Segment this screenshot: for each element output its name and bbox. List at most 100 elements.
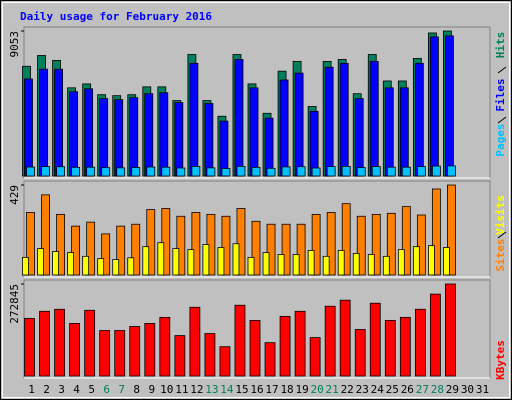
bar: [22, 256, 29, 276]
bar: [443, 247, 450, 276]
bar: [219, 346, 231, 377]
bar: [369, 302, 381, 377]
chart-title: Daily usage for February 2016: [20, 10, 212, 23]
bar: [54, 308, 65, 377]
legend-entry: KBytes: [494, 340, 507, 380]
x-tick-label: 29: [446, 383, 459, 396]
bar: [401, 166, 411, 177]
bar: [341, 203, 351, 276]
bar: [116, 225, 126, 276]
bar: [174, 102, 184, 177]
bar: [144, 93, 154, 177]
bar: [354, 329, 366, 377]
bar: [99, 98, 109, 177]
bar: [294, 72, 304, 177]
bar: [56, 166, 65, 177]
bar: [236, 208, 246, 276]
bar: [266, 167, 276, 177]
bar: [176, 215, 186, 276]
x-tick-label: 5: [88, 383, 95, 396]
bar: [386, 212, 396, 276]
bar: [157, 242, 165, 276]
bar: [144, 323, 156, 377]
bar: [399, 316, 411, 377]
bar: [445, 283, 456, 377]
bar: [354, 98, 364, 177]
bar: [367, 254, 375, 276]
bar: [399, 87, 409, 177]
bar: [189, 62, 199, 177]
bar: [24, 317, 35, 377]
bar: [131, 223, 141, 276]
bar: [309, 110, 319, 177]
legend-separator: [497, 231, 507, 239]
bar: [174, 335, 186, 377]
bar: [352, 252, 360, 276]
bar: [369, 60, 379, 177]
x-tick-label: 16: [250, 383, 263, 396]
bar: [71, 166, 81, 177]
bar: [294, 310, 306, 377]
bar: [262, 252, 270, 276]
x-tick-label: 23: [356, 383, 369, 396]
bar: [384, 319, 396, 377]
bar: [86, 166, 96, 177]
bar: [429, 36, 439, 177]
bar: [311, 213, 321, 276]
x-tick-label: 18: [280, 383, 293, 396]
bar: [101, 233, 111, 276]
bar: [234, 304, 246, 377]
bar: [445, 35, 454, 177]
bar: [26, 166, 35, 177]
x-tick-label: 3: [58, 383, 65, 396]
bar: [307, 250, 315, 276]
bar: [431, 188, 441, 276]
bar: [447, 184, 456, 276]
bar: [39, 310, 50, 377]
bar: [431, 165, 441, 177]
bar: [412, 246, 420, 276]
bar: [264, 342, 276, 377]
bar: [86, 221, 96, 276]
bar: [146, 166, 156, 177]
bar: [232, 243, 240, 276]
legend-entry: Files: [494, 78, 507, 111]
x-tick-label: 10: [160, 383, 173, 396]
bar: [296, 223, 306, 276]
bar: [309, 337, 321, 377]
bar: [127, 257, 135, 276]
x-tick-label: 22: [341, 383, 354, 396]
bar: [382, 255, 390, 276]
bar: [191, 212, 201, 276]
x-tick-label: 20: [311, 383, 324, 396]
bar: [52, 251, 59, 276]
bar: [322, 255, 330, 276]
bar: [191, 165, 201, 177]
bar: [234, 59, 244, 177]
bar: [24, 78, 33, 177]
bar: [277, 254, 285, 276]
bar: [416, 166, 426, 177]
bar: [266, 223, 276, 276]
x-tick-label: 26: [401, 383, 414, 396]
bar: [249, 87, 259, 177]
bar: [176, 167, 186, 177]
bar: [112, 259, 120, 276]
x-tick-label: 21: [326, 383, 339, 396]
x-tick-label: 17: [265, 383, 278, 396]
x-tick-label: 2: [43, 383, 50, 396]
bar: [101, 167, 111, 177]
bar: [82, 255, 90, 276]
legend-entry: Pages: [494, 123, 507, 156]
bar: [326, 166, 336, 177]
bar: [221, 215, 231, 276]
bar: [414, 62, 424, 177]
bar: [356, 215, 366, 276]
bar: [397, 249, 405, 276]
x-tick-label: 28: [431, 383, 444, 396]
bar: [279, 79, 289, 177]
bar: [247, 256, 255, 276]
bar: [131, 167, 141, 177]
y-tick-label: 272845: [8, 284, 21, 324]
